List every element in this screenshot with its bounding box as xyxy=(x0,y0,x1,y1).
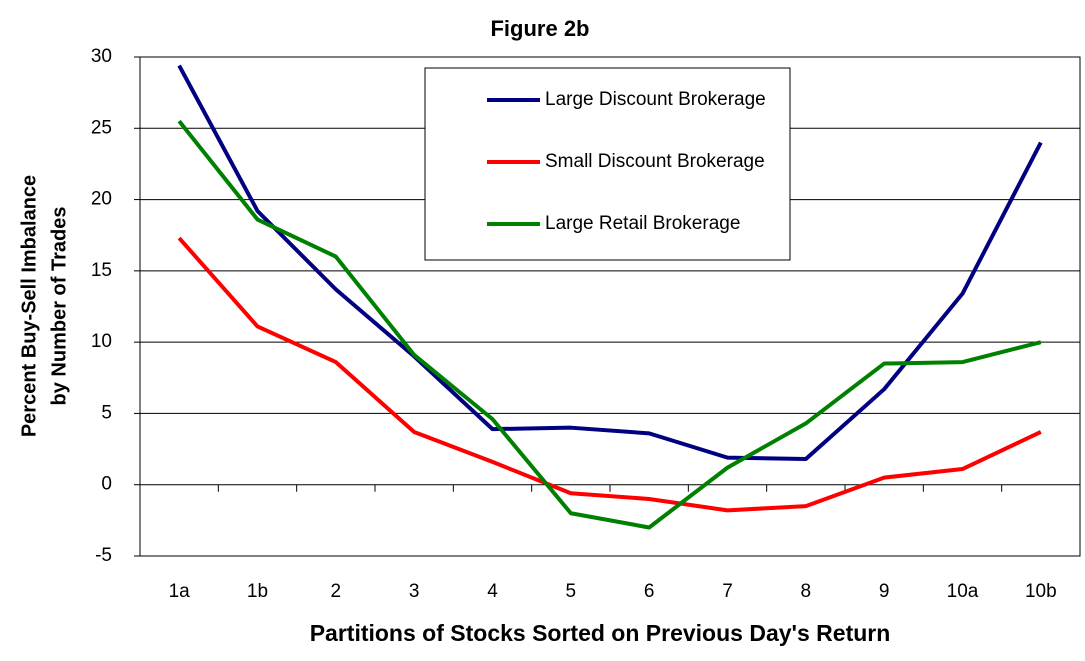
x-tick-label: 10b xyxy=(1025,581,1057,602)
x-tick-label: 7 xyxy=(722,581,733,602)
y-tick-label: 20 xyxy=(91,189,112,210)
x-axis-title: Partitions of Stocks Sorted on Previous … xyxy=(310,620,891,646)
legend-label: Large Discount Brokerage xyxy=(545,89,766,110)
y-tick-label: 0 xyxy=(101,474,112,495)
y-axis-title: by Number of Trades xyxy=(48,207,70,406)
legend-box xyxy=(424,67,791,261)
y-axis-title: Percent Buy-Sell Imbalance xyxy=(18,175,40,437)
y-tick-label: 25 xyxy=(91,117,112,138)
x-tick-label: 6 xyxy=(644,581,655,602)
chart-title: Figure 2b xyxy=(490,16,589,41)
x-tick-label: 9 xyxy=(879,581,890,602)
y-tick-label: 30 xyxy=(91,46,112,67)
legend-label: Large Retail Brokerage xyxy=(545,213,740,234)
x-tick-label: 8 xyxy=(801,581,812,602)
line-series xyxy=(177,64,1043,462)
x-tick-label: 5 xyxy=(566,581,577,602)
y-tick-label: 5 xyxy=(101,402,112,423)
y-tick-label: 15 xyxy=(91,260,112,281)
x-tick-label: 4 xyxy=(487,581,498,602)
y-tick-label: 10 xyxy=(91,331,112,352)
x-tick-label: 3 xyxy=(409,581,420,602)
y-tick-label: -5 xyxy=(95,545,112,566)
legend-label: Small Discount Brokerage xyxy=(545,151,765,172)
x-tick-label: 1a xyxy=(169,581,191,602)
line-series xyxy=(177,119,1042,530)
line-series xyxy=(177,236,1042,513)
x-tick-label: 2 xyxy=(331,581,342,602)
x-tick-label: 1b xyxy=(247,581,268,602)
x-tick-label: 10a xyxy=(947,581,979,602)
